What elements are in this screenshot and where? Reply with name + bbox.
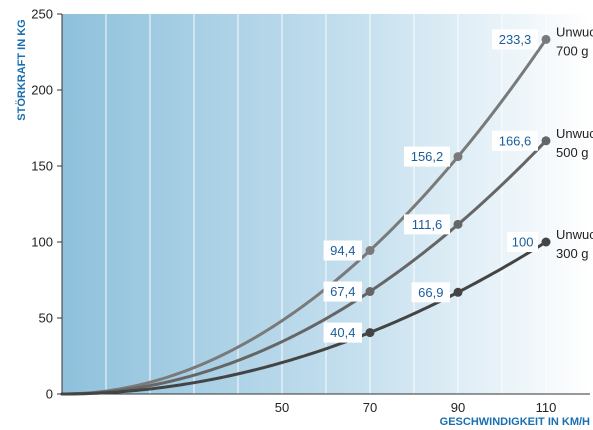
data-label-box xyxy=(404,146,450,167)
series-label: Unwucht xyxy=(556,227,593,242)
data-label: 166,6 xyxy=(499,133,532,148)
series-label: 300 g xyxy=(556,246,589,261)
data-label-box xyxy=(404,214,450,235)
data-point xyxy=(541,34,551,44)
series-line xyxy=(60,37,548,396)
x-tick-label: 70 xyxy=(363,400,377,415)
grid-lines xyxy=(105,14,547,394)
data-point xyxy=(453,219,463,229)
data-label: 156,2 xyxy=(411,149,444,164)
tick-labels: 0 50 100 150 200 250 50 70 90 110 xyxy=(31,7,556,416)
y-tick-label: 50 xyxy=(39,311,53,326)
x-axis-title: GESCHWINDIGKEIT IN KM/H xyxy=(440,416,590,428)
series-label: 700 g xyxy=(556,43,589,58)
y-tick-label: 0 xyxy=(46,387,53,402)
x-tick-label: 50 xyxy=(275,400,289,415)
data-point xyxy=(541,136,551,146)
y-tick-label: 150 xyxy=(31,159,53,174)
series-label: Unwucht xyxy=(556,126,593,141)
data-label: 66,9 xyxy=(418,285,443,300)
series-line xyxy=(60,139,548,396)
y-axis-title: STÖRKRAFT IN KG xyxy=(15,19,28,120)
data-label-box xyxy=(323,240,362,261)
data-label: 233,3 xyxy=(499,32,532,47)
data-point xyxy=(365,287,375,297)
axes xyxy=(61,14,590,395)
data-label: 111,6 xyxy=(412,217,443,232)
data-label: 94,4 xyxy=(330,243,355,258)
data-label-box xyxy=(411,282,450,303)
data-point xyxy=(541,237,551,247)
data-label-box xyxy=(492,29,538,50)
series-line xyxy=(60,240,548,396)
x-tick-label: 90 xyxy=(451,400,465,415)
y-tick-label: 100 xyxy=(31,235,53,250)
data-label-box xyxy=(492,130,538,151)
y-tick-label: 250 xyxy=(31,7,53,22)
data-point xyxy=(453,287,463,297)
data-label-box xyxy=(507,232,538,252)
data-label: 67,4 xyxy=(330,284,355,299)
data-label: 40,4 xyxy=(330,325,355,340)
data-label-box xyxy=(323,322,362,343)
data-label: 100 xyxy=(512,235,534,250)
y-tick-label: 200 xyxy=(31,83,53,98)
data-labels: 94,4 156,2 233,3 Unwucht 700 g 67,4 111,6 166,6… xyxy=(323,24,593,343)
x-tick-label: 110 xyxy=(536,400,557,415)
series-label: Unwucht xyxy=(556,24,593,39)
data-point xyxy=(365,328,375,338)
data-point xyxy=(453,152,463,162)
data-label-box xyxy=(323,281,362,302)
series xyxy=(60,34,551,396)
series-label: 500 g xyxy=(556,145,589,160)
data-point xyxy=(365,246,375,256)
